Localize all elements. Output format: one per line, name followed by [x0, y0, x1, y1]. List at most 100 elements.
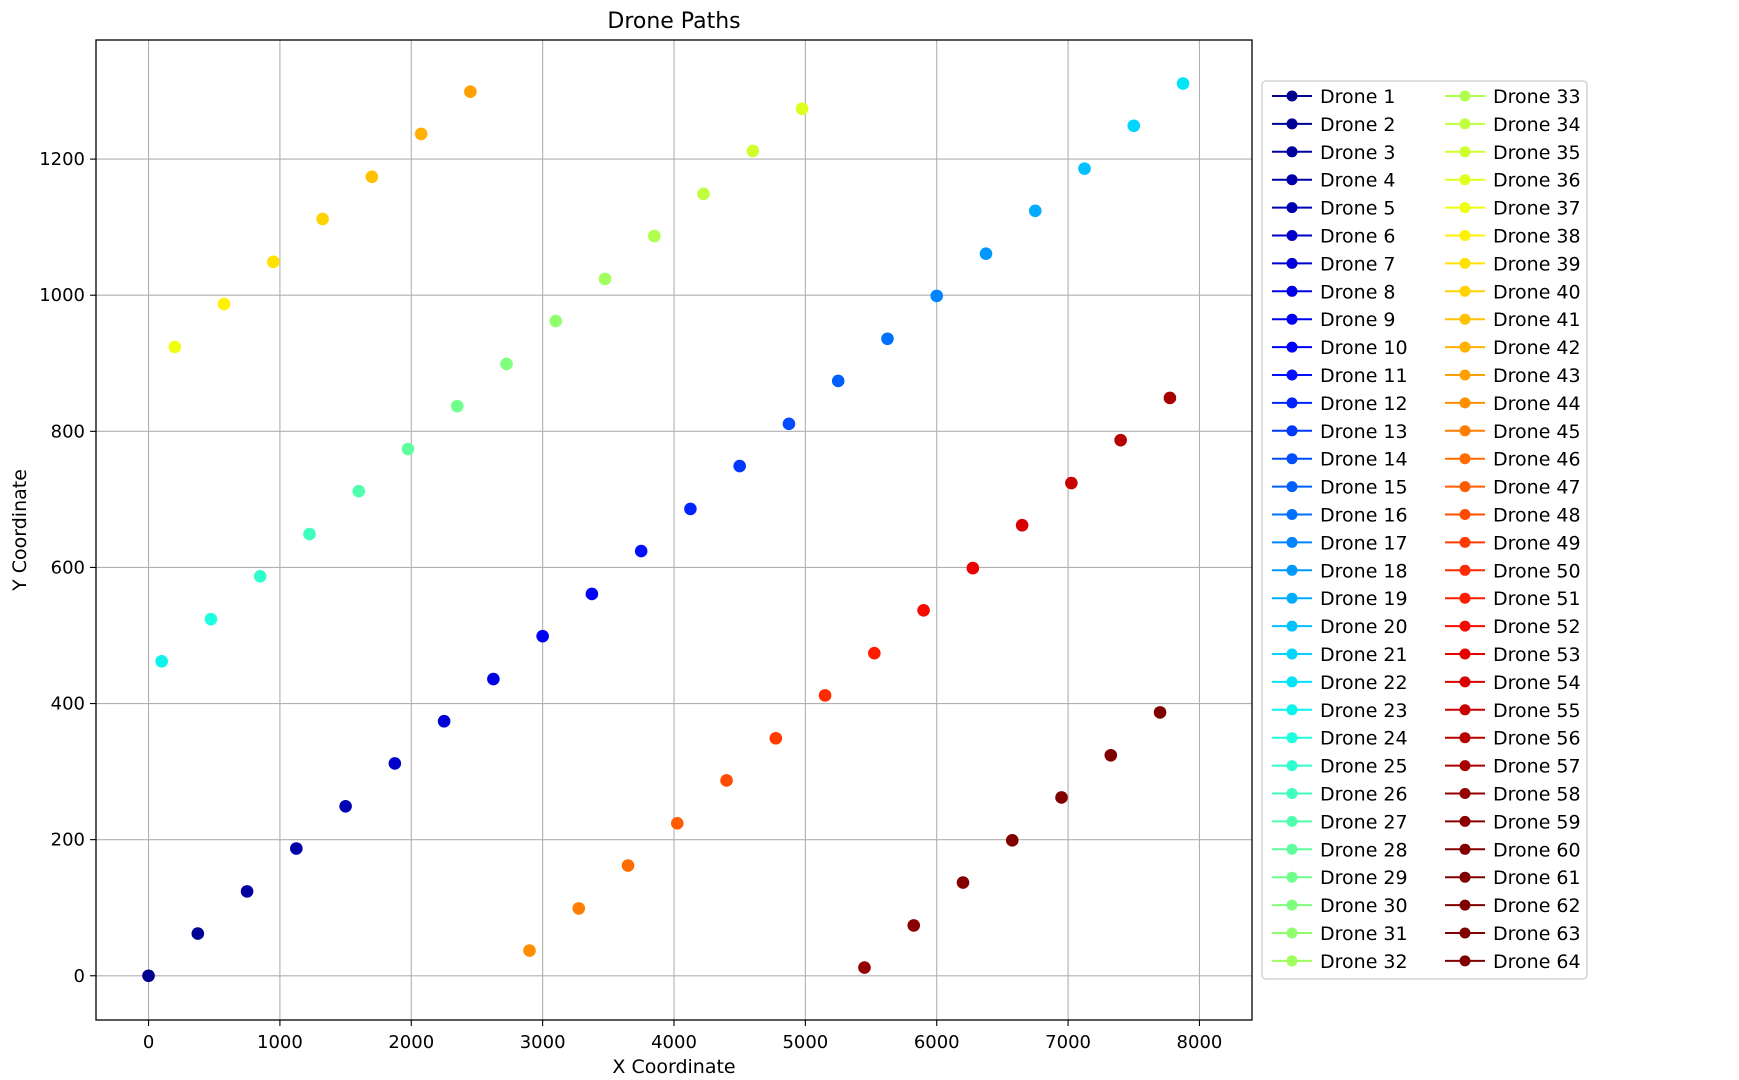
legend-entry-drone-52: Drone 52	[1445, 616, 1581, 638]
legend-entry-drone-61: Drone 61	[1445, 867, 1581, 889]
legend-marker	[1459, 369, 1471, 381]
legend-marker	[1286, 676, 1298, 688]
legend-entry-drone-53: Drone 53	[1445, 644, 1581, 666]
legend-marker	[1459, 118, 1471, 130]
y-axis-title: Y Coordinate	[9, 469, 31, 592]
legend-label: Drone 1	[1320, 86, 1396, 108]
drone-point-18	[979, 247, 993, 260]
legend-entry-drone-16: Drone 16	[1272, 505, 1408, 527]
drone-point-14	[782, 417, 796, 431]
y-tick-label: 400	[51, 694, 85, 715]
legend-label: Drone 34	[1493, 114, 1581, 136]
legend-entry-drone-6: Drone 6	[1272, 226, 1396, 248]
legend-label: Drone 31	[1320, 923, 1408, 945]
legend-entries: Drone 1 Drone 2 Drone 3 Drone 4 Drone 5 Drone…	[1272, 86, 1581, 973]
drone-point-19	[1028, 204, 1042, 218]
legend-entry-drone-8: Drone 8	[1272, 281, 1396, 303]
legend-label: Drone 61	[1493, 867, 1581, 889]
legend-label: Drone 23	[1320, 700, 1408, 722]
y-tick-label: 0	[74, 966, 85, 987]
legend-entry-drone-3: Drone 3	[1272, 142, 1396, 164]
legend-label: Drone 35	[1493, 142, 1581, 164]
drone-point-40	[316, 212, 329, 226]
legend-marker	[1286, 927, 1298, 939]
drone-point-44	[523, 944, 536, 957]
drone-point-28	[401, 442, 415, 456]
legend-entry-drone-44: Drone 44	[1445, 393, 1581, 415]
legend-entry-drone-39: Drone 39	[1445, 253, 1581, 275]
legend-label: Drone 60	[1493, 839, 1581, 861]
legend-label: Drone 32	[1320, 951, 1408, 973]
drone-point-22	[1176, 77, 1190, 90]
drone-point-63	[1104, 748, 1118, 762]
drone-point-37	[168, 340, 182, 354]
legend-entry-drone-22: Drone 22	[1272, 672, 1408, 694]
legend-entry-drone-42: Drone 42	[1445, 337, 1581, 359]
legend-marker	[1459, 927, 1471, 939]
drone-point-48	[720, 774, 733, 787]
legend-entry-drone-4: Drone 4	[1272, 170, 1396, 192]
legend-marker	[1459, 313, 1471, 325]
drone-point-27	[352, 484, 366, 498]
drone-point-3	[240, 885, 254, 898]
legend-marker	[1286, 118, 1298, 130]
x-tick-label: 6000	[914, 1032, 960, 1053]
legend-label: Drone 48	[1493, 505, 1581, 527]
legend-marker	[1286, 592, 1298, 604]
legend-marker	[1459, 397, 1471, 409]
drone-point-49	[769, 731, 783, 745]
legend-entry-drone-27: Drone 27	[1272, 811, 1408, 833]
legend-entry-drone-58: Drone 58	[1445, 784, 1581, 806]
drone-point-15	[831, 374, 845, 388]
drone-point-11	[634, 544, 648, 558]
legend-entry-drone-13: Drone 13	[1272, 421, 1408, 443]
legend-entry-drone-43: Drone 43	[1445, 365, 1581, 387]
x-tick-label: 8000	[1177, 1032, 1223, 1053]
legend-marker	[1459, 788, 1471, 799]
legend-label: Drone 3	[1320, 142, 1396, 164]
legend-marker	[1286, 202, 1298, 214]
data-points	[142, 77, 1190, 983]
legend-label: Drone 63	[1493, 923, 1581, 945]
legend-marker	[1286, 230, 1298, 241]
legend-marker	[1286, 341, 1298, 353]
legend-marker	[1459, 955, 1471, 967]
legend-label: Drone 15	[1320, 477, 1408, 499]
legend-label: Drone 45	[1493, 421, 1581, 443]
legend-marker	[1459, 760, 1471, 772]
drone-point-38	[217, 297, 231, 311]
legend-marker	[1286, 313, 1298, 325]
legend-entry-drone-1: Drone 1	[1272, 86, 1396, 108]
legend-marker	[1286, 509, 1298, 520]
drone-point-31	[549, 314, 563, 328]
legend-entry-drone-26: Drone 26	[1272, 784, 1408, 806]
legend-marker	[1459, 592, 1471, 604]
drone-point-29	[450, 399, 464, 413]
drone-point-26	[303, 527, 316, 541]
drone-point-41	[365, 170, 379, 184]
legend-entry-drone-40: Drone 40	[1445, 281, 1581, 303]
legend-entry-drone-34: Drone 34	[1445, 114, 1581, 136]
legend-marker	[1459, 425, 1471, 437]
legend-entry-drone-32: Drone 32	[1272, 951, 1408, 973]
legend-entry-drone-9: Drone 9	[1272, 309, 1396, 331]
legend-marker	[1286, 453, 1298, 465]
drone-point-34	[697, 187, 710, 201]
legend-label: Drone 25	[1320, 756, 1408, 778]
legend-label: Drone 13	[1320, 421, 1408, 443]
legend-marker	[1286, 871, 1298, 883]
legend-marker	[1286, 899, 1298, 911]
legend-marker	[1459, 536, 1471, 548]
legend-marker	[1459, 174, 1471, 186]
legend-label: Drone 29	[1320, 867, 1408, 889]
legend-label: Drone 59	[1493, 811, 1581, 833]
drone-point-7	[437, 714, 451, 728]
legend-label: Drone 17	[1320, 532, 1408, 554]
legend-label: Drone 11	[1320, 365, 1408, 387]
legend-entry-drone-47: Drone 47	[1445, 477, 1581, 499]
drone-point-62	[1055, 791, 1068, 804]
legend-label: Drone 57	[1493, 756, 1581, 778]
legend-marker	[1459, 341, 1471, 353]
drone-point-39	[267, 255, 280, 269]
legend-marker	[1459, 509, 1471, 520]
